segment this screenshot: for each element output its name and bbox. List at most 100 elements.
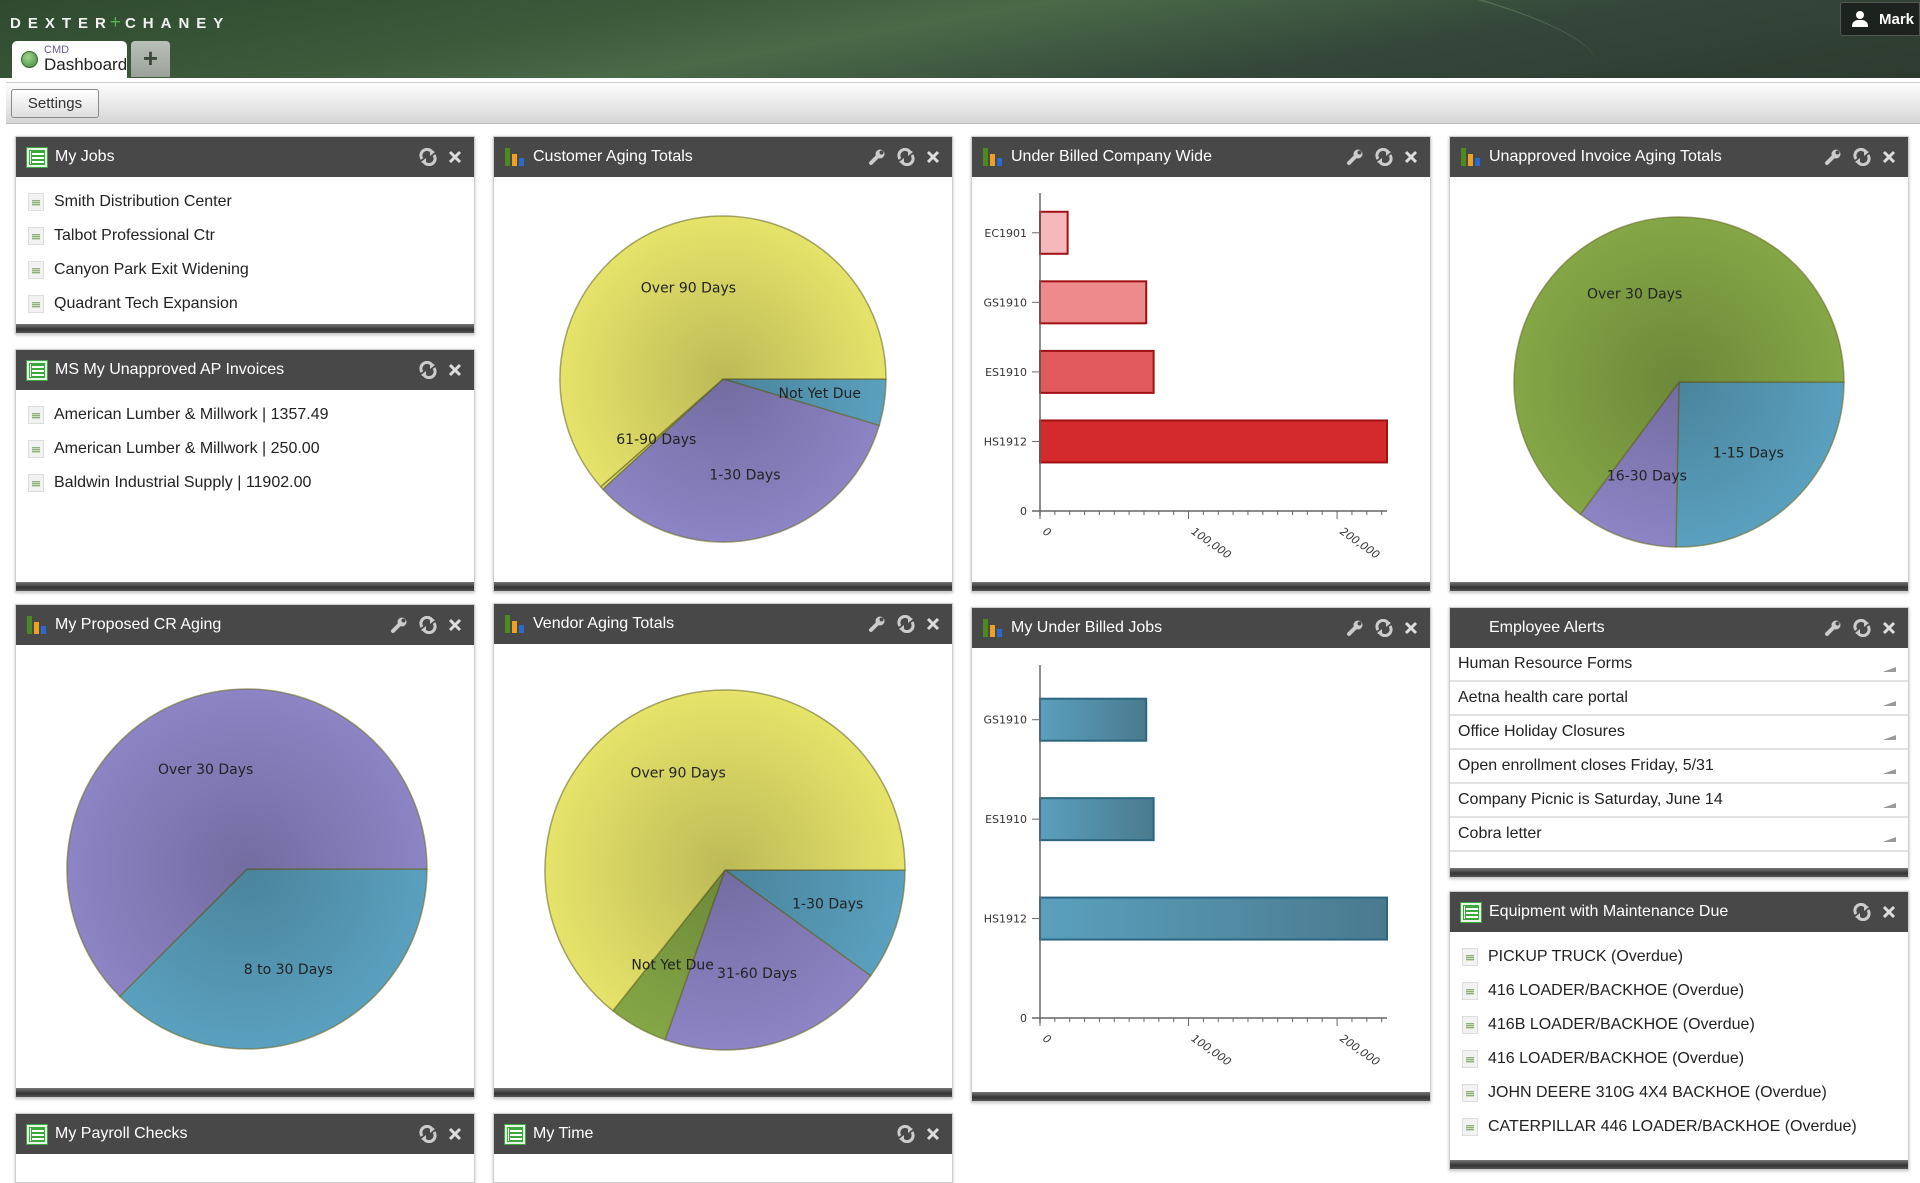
widget-header[interactable]: My Time [494,1114,952,1154]
bar[interactable] [1039,797,1155,842]
close-icon[interactable] [926,150,940,164]
widget-header[interactable]: Employee Alerts [1450,608,1908,648]
close-icon[interactable] [448,1127,462,1141]
list-item[interactable]: Smith Distribution Center [28,185,474,219]
list-item[interactable]: Talbot Professional Ctr [28,219,474,253]
pie-slice-label: Over 30 Days [158,762,253,778]
widget-unapproved-invoice-aging: Unapproved Invoice Aging Totals 1-15 Day… [1449,136,1909,592]
close-icon[interactable] [1882,621,1896,635]
user-icon [1851,11,1869,27]
refresh-icon[interactable] [1852,903,1872,921]
close-icon[interactable] [448,363,462,377]
widget-header[interactable]: My Payroll Checks [16,1114,474,1154]
bar[interactable] [1039,697,1148,742]
expand-grip-icon[interactable] [1884,803,1896,808]
expand-grip-icon[interactable] [1884,769,1896,774]
widget-title: My Under Billed Jobs [1011,619,1163,636]
wrench-icon[interactable] [868,615,886,633]
widget-footer [972,1092,1430,1101]
list-item[interactable]: PICKUP TRUCK (Overdue) [1462,940,1908,974]
widget-header[interactable]: Vendor Aging Totals [494,604,952,644]
widget-header[interactable]: Under Billed Company Wide [972,137,1430,177]
close-icon[interactable] [1404,621,1418,635]
bar[interactable] [1039,280,1148,325]
bar[interactable] [1039,896,1388,941]
list-item-label: Canyon Park Exit Widening [54,261,249,278]
widget-header[interactable]: My Proposed CR Aging [16,605,474,645]
close-icon[interactable] [448,618,462,632]
tab-dashboard[interactable]: CMD Dashboard [12,41,127,78]
pie-slice-label: 31-60 Days [717,966,797,982]
refresh-icon[interactable] [418,148,438,166]
refresh-icon[interactable] [896,148,916,166]
widget-header[interactable]: Equipment with Maintenance Due [1450,892,1908,932]
widget-proposed-cr-aging: My Proposed CR Aging 8 to 30 Days Over 30… [15,604,475,1098]
brand-plus: + [109,12,121,33]
list-item[interactable]: Quadrant Tech Expansion [28,287,474,321]
list-item[interactable]: Cobra letter [1450,818,1908,852]
expand-grip-icon[interactable] [1884,667,1896,672]
y-tick-label: GS1910 [983,714,1027,727]
document-icon [28,406,44,424]
settings-button[interactable]: Settings [11,89,99,118]
list-item[interactable]: CATERPILLAR 446 LOADER/BACKHOE (Overdue) [1462,1110,1908,1144]
widget-header[interactable]: My Under Billed Jobs [972,608,1430,648]
user-menu-button[interactable]: Mark [1840,2,1920,36]
list-item-label: CATERPILLAR 446 LOADER/BACKHOE (Overdue) [1488,1118,1857,1135]
list-item[interactable]: American Lumber & Millwork | 1357.49 [28,398,474,432]
widget-header[interactable]: My Jobs [16,137,474,177]
globe-icon [21,51,38,68]
list-item-label: JOHN DEERE 310G 4X4 BACKHOE (Overdue) [1488,1084,1827,1101]
list-item[interactable]: Aetna health care portal [1450,682,1908,716]
wrench-icon[interactable] [390,616,408,634]
close-icon[interactable] [1404,150,1418,164]
close-icon[interactable] [926,1127,940,1141]
list-item[interactable]: Office Holiday Closures [1450,716,1908,750]
refresh-icon[interactable] [418,361,438,379]
add-tab-button[interactable]: + [131,41,170,77]
wrench-icon[interactable] [1346,148,1364,166]
widget-title: My Jobs [55,148,115,165]
expand-grip-icon[interactable] [1884,701,1896,706]
bar[interactable] [1039,419,1388,464]
brand-right: CHANEY [124,15,231,32]
expand-grip-icon[interactable] [1884,837,1896,842]
widget-header[interactable]: Customer Aging Totals [494,137,952,177]
close-icon[interactable] [926,617,940,631]
wrench-icon[interactable] [868,148,886,166]
list-item[interactable]: 416 LOADER/BACKHOE (Overdue) [1462,974,1908,1008]
list-item[interactable]: 416B LOADER/BACKHOE (Overdue) [1462,1008,1908,1042]
refresh-icon[interactable] [896,615,916,633]
pie-slice[interactable] [1675,381,1845,548]
list-item[interactable]: Canyon Park Exit Widening [28,253,474,287]
widget-my-under-billed-jobs: My Under Billed Jobs GS1910 ES1910 HS1912 0… [971,607,1431,1102]
widget-header[interactable]: Unapproved Invoice Aging Totals [1450,137,1908,177]
refresh-icon[interactable] [1374,619,1394,637]
list-item[interactable]: Company Picnic is Saturday, June 14 [1450,784,1908,818]
list-item[interactable]: 416 LOADER/BACKHOE (Overdue) [1462,1042,1908,1076]
widget-title: My Payroll Checks [55,1125,188,1142]
refresh-icon[interactable] [896,1125,916,1143]
toolbar: Settings [6,82,1920,124]
refresh-icon[interactable] [1374,148,1394,166]
refresh-icon[interactable] [418,1125,438,1143]
list-item[interactable]: Open enrollment closes Friday, 5/31 [1450,750,1908,784]
expand-grip-icon[interactable] [1884,735,1896,740]
wrench-icon[interactable] [1824,619,1842,637]
close-icon[interactable] [1882,905,1896,919]
wrench-icon[interactable] [1824,148,1842,166]
bar[interactable] [1039,210,1069,255]
close-icon[interactable] [448,150,462,164]
list-item[interactable]: Human Resource Forms [1450,648,1908,682]
widget-header[interactable]: MS My Unapproved AP Invoices [16,350,474,390]
close-icon[interactable] [1882,150,1896,164]
refresh-icon[interactable] [1852,148,1872,166]
refresh-icon[interactable] [1852,619,1872,637]
bar[interactable] [1039,349,1155,394]
list-item[interactable]: American Lumber & Millwork | 250.00 [28,432,474,466]
list-item[interactable]: Baldwin Industrial Supply | 11902.00 [28,466,474,500]
list-item[interactable]: JOHN DEERE 310G 4X4 BACKHOE (Overdue) [1462,1076,1908,1110]
wrench-icon[interactable] [1346,619,1364,637]
widget-footer [16,324,474,333]
refresh-icon[interactable] [418,616,438,634]
